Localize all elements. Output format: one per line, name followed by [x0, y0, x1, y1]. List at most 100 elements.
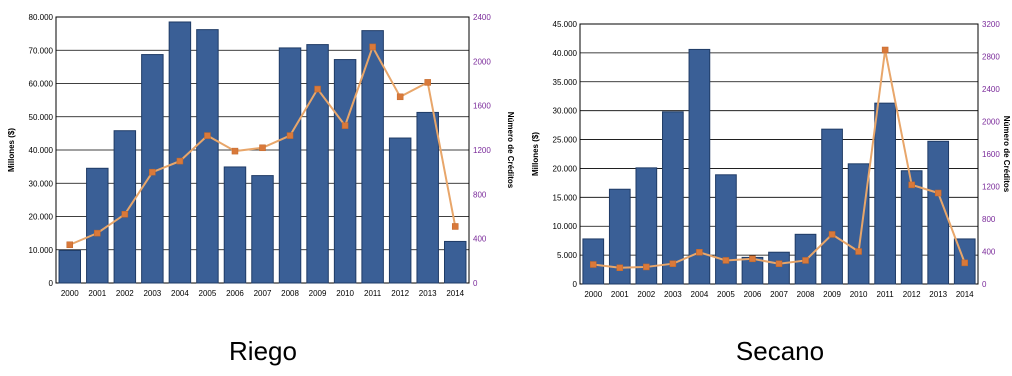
x-tick-label: 2010: [336, 289, 354, 298]
line-point: [961, 259, 968, 267]
x-tick-label: 2009: [823, 290, 841, 299]
line-point: [855, 248, 862, 255]
x-tick-label: 2009: [309, 289, 327, 298]
y-tick-label: 10.000: [553, 222, 578, 231]
line-point: [696, 249, 703, 256]
y2-tick-label: 1200: [473, 146, 491, 155]
bar: [223, 166, 247, 284]
y2-tick-label: 800: [982, 215, 996, 224]
y2-tick-label: 800: [473, 190, 487, 199]
bar: [900, 170, 923, 285]
y2-tick-label: 2000: [473, 57, 491, 66]
y-tick-label: 70.000: [29, 46, 54, 55]
x-tick-label: 2004: [691, 290, 709, 299]
x-tick-label: 2000: [584, 290, 602, 299]
bar: [608, 188, 631, 285]
x-tick-label: 2000: [61, 289, 79, 298]
y2-tick-label: 1600: [473, 102, 491, 111]
bar: [662, 111, 684, 285]
line-point: [802, 257, 809, 264]
chart-riego: 0 10.000 20.000 30.000 40.000 50.000 60.000 70.…: [7, 13, 515, 366]
line-point: [669, 260, 677, 267]
line-point: [94, 229, 101, 237]
line-point: [259, 144, 266, 152]
bar: [86, 167, 109, 284]
line-point: [749, 255, 756, 263]
y-tick-label: 40.000: [29, 146, 54, 155]
bar: [306, 44, 329, 284]
x-tick-label: 2010: [850, 290, 868, 299]
y2-tick-label: 0: [982, 280, 987, 289]
y-tick-label: 10.000: [29, 246, 54, 255]
line-point: [775, 260, 783, 267]
x-tick-label: 2002: [116, 289, 134, 298]
bar: [715, 174, 737, 285]
line-point: [341, 122, 349, 129]
y-tick-label: 45.000: [553, 20, 578, 29]
y-tick-label: 0: [573, 280, 578, 289]
y2-tick-label: 2000: [982, 118, 1000, 127]
y-tick-label: 5.000: [557, 251, 578, 260]
bar: [443, 240, 467, 284]
x-tick-label: 2006: [744, 290, 762, 299]
line-point: [396, 93, 404, 101]
y-tick-label: 0: [49, 279, 54, 288]
y2-tick-label: 2400: [982, 85, 1000, 94]
x-tick-label: 2003: [143, 289, 161, 298]
y-tick-label: 60.000: [29, 80, 54, 89]
y2-axis-title: Número de Créditos: [1002, 116, 1011, 193]
line-point: [66, 241, 74, 249]
line-point: [590, 261, 597, 268]
x-tick-label: 2006: [226, 289, 244, 298]
line-point: [121, 211, 129, 218]
x-tick-label: 2004: [171, 289, 189, 298]
bar: [58, 249, 82, 284]
y-tick-label: 30.000: [553, 107, 578, 116]
chart-caption: Riego: [229, 336, 297, 366]
y2-tick-label: 1600: [982, 150, 1000, 159]
bar: [768, 251, 790, 285]
line-point: [451, 223, 459, 230]
line-point: [149, 168, 156, 176]
line-point: [934, 189, 942, 197]
bar: [168, 21, 192, 284]
line-point: [231, 147, 239, 155]
line-point: [314, 85, 321, 93]
x-tick-label: 2003: [664, 290, 682, 299]
y2-tick-label: 3200: [982, 20, 1000, 29]
line-point: [722, 257, 730, 264]
bar: [251, 175, 274, 284]
bar: [416, 111, 439, 284]
bar: [113, 130, 137, 284]
line-point: [369, 43, 376, 51]
x-tick-label: 2001: [88, 289, 106, 298]
y-tick-label: 25.000: [553, 136, 578, 145]
line-point: [643, 263, 650, 271]
chart-caption: Secano: [736, 336, 824, 366]
x-tick-label: 2011: [877, 290, 895, 299]
y-tick-label: 40.000: [553, 49, 578, 58]
x-tick-label: 2005: [199, 289, 217, 298]
y-tick-label: 80.000: [29, 13, 54, 22]
x-tick-label: 2008: [281, 289, 299, 298]
bar: [847, 163, 870, 285]
bar: [821, 128, 843, 285]
bar: [688, 48, 711, 285]
bar: [635, 167, 658, 285]
y2-tick-label: 0: [473, 279, 478, 288]
bar: [361, 30, 384, 284]
bar: [278, 47, 302, 284]
bar: [927, 140, 950, 285]
y2-tick-label: 2400: [473, 13, 491, 22]
line-point: [286, 132, 294, 139]
y2-axis-title: Número de Créditos: [506, 112, 515, 189]
y-tick-label: 35.000: [553, 78, 578, 87]
line-point: [204, 132, 211, 139]
x-tick-label: 2014: [956, 290, 974, 299]
x-tick-label: 2012: [903, 290, 921, 299]
x-tick-label: 2001: [611, 290, 629, 299]
y2-tick-label: 2800: [982, 53, 1000, 62]
x-tick-label: 2014: [446, 289, 464, 298]
y2-tick-label: 400: [982, 248, 996, 257]
